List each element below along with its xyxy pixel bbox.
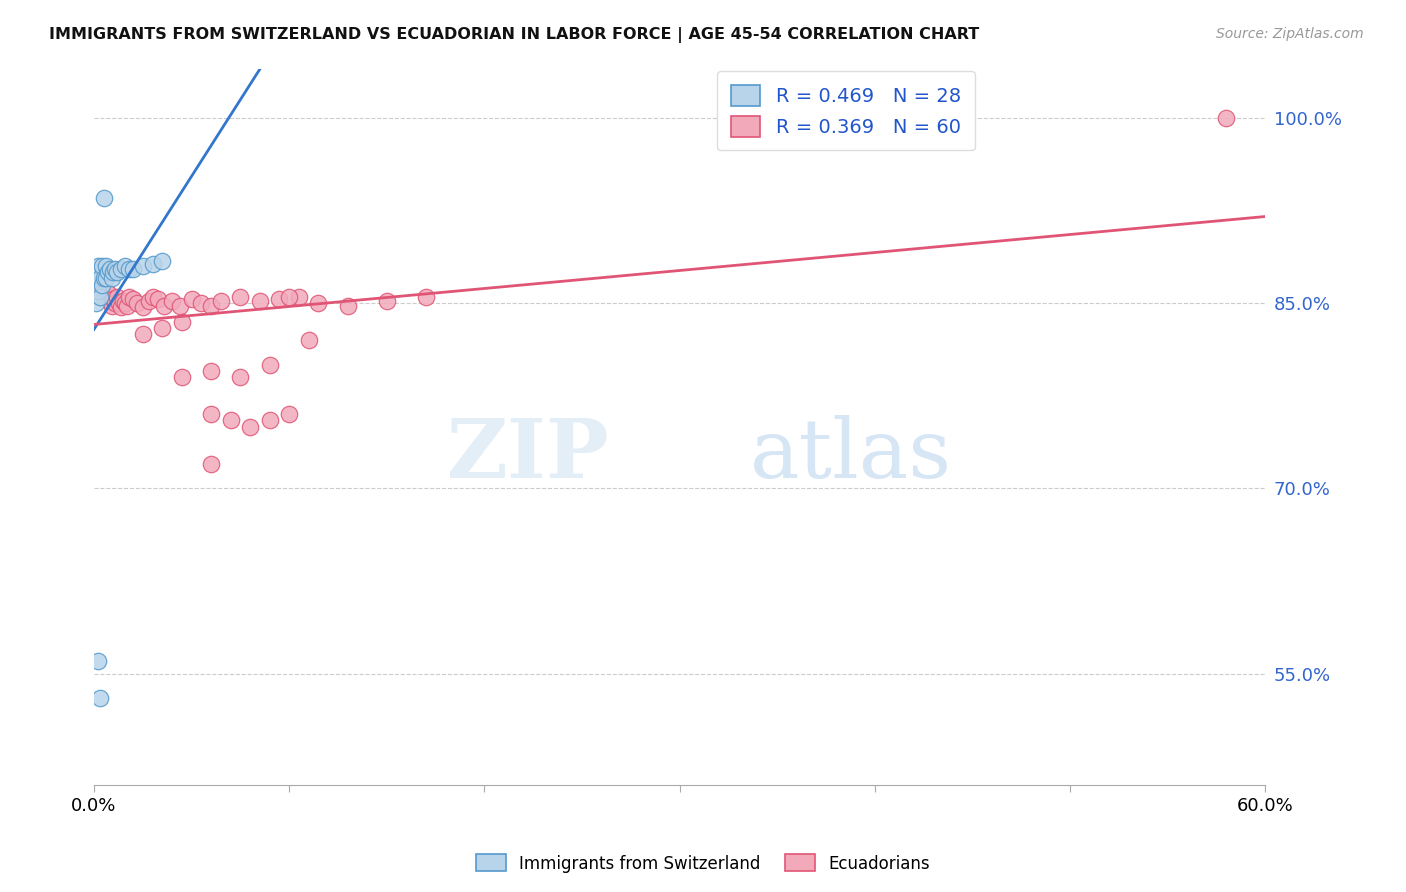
Text: ZIP: ZIP [447,416,609,495]
Point [138,293,160,308]
Point [160,293,183,308]
Point [278,290,301,304]
Point [150,254,173,268]
Point [89,271,111,285]
Point [219,413,242,427]
Point [141,257,163,271]
Point [118,261,141,276]
Point [90,274,112,288]
Point [84,296,107,310]
Point [180,293,202,307]
Point [87,284,110,298]
Point [97,286,120,301]
Point [190,296,212,310]
Point [259,358,281,372]
Point [93,271,115,285]
Point [110,261,132,276]
Point [308,296,330,310]
Point [97,265,120,279]
Point [132,300,155,314]
Point [89,271,111,285]
Point [114,296,136,310]
Point [110,300,132,314]
Point [298,333,321,347]
Point [200,364,222,378]
Point [415,290,437,304]
Point [141,290,163,304]
Point [94,290,117,304]
Legend: R = 0.469   N = 28, R = 0.369   N = 60: R = 0.469 N = 28, R = 0.369 N = 60 [717,71,974,151]
Legend: Immigrants from Switzerland, Ecuadorians: Immigrants from Switzerland, Ecuadorians [470,847,936,880]
Point [98,293,121,308]
Point [87,654,110,668]
Point [89,290,111,304]
Point [100,271,122,285]
Point [115,299,138,313]
Point [93,191,115,205]
Point [200,299,222,313]
Point [104,296,127,310]
Point [132,326,155,341]
Point [112,293,135,308]
Point [336,299,359,313]
Point [94,284,117,298]
Point [229,290,252,304]
Point [375,293,398,308]
Point [132,259,155,273]
Point [93,271,115,285]
Point [209,293,232,308]
Point [278,407,301,421]
Point [122,261,145,276]
Point [105,265,128,279]
Point [103,265,125,279]
Point [200,407,222,421]
Point [105,290,128,304]
Point [94,271,117,285]
Point [93,286,115,301]
Point [1215,111,1237,125]
Point [259,413,281,427]
Point [200,457,222,471]
Point [89,290,111,304]
Point [169,299,191,313]
Point [84,271,107,285]
Point [90,277,112,292]
Point [87,284,110,298]
Point [269,293,291,307]
Point [108,296,131,310]
Point [89,265,111,279]
Text: IMMIGRANTS FROM SWITZERLAND VS ECUADORIAN IN LABOR FORCE | AGE 45-54 CORRELATION: IMMIGRANTS FROM SWITZERLAND VS ECUADORIA… [49,27,980,43]
Point [104,261,127,276]
Point [90,259,112,273]
Point [148,293,170,307]
Point [153,299,176,313]
Point [89,691,111,706]
Point [87,259,110,273]
Point [229,370,252,384]
Text: atlas: atlas [749,416,952,495]
Point [122,293,145,307]
Point [239,419,262,434]
Point [170,315,193,329]
Point [150,321,173,335]
Point [114,259,136,273]
Point [98,261,121,276]
Point [90,281,112,295]
Point [84,271,107,285]
Point [118,290,141,304]
Point [100,299,122,313]
Point [170,370,193,384]
Point [87,271,110,285]
Text: Source: ZipAtlas.com: Source: ZipAtlas.com [1216,27,1364,41]
Point [249,293,271,308]
Point [94,259,117,273]
Point [125,296,148,310]
Point [288,290,311,304]
Point [103,293,125,307]
